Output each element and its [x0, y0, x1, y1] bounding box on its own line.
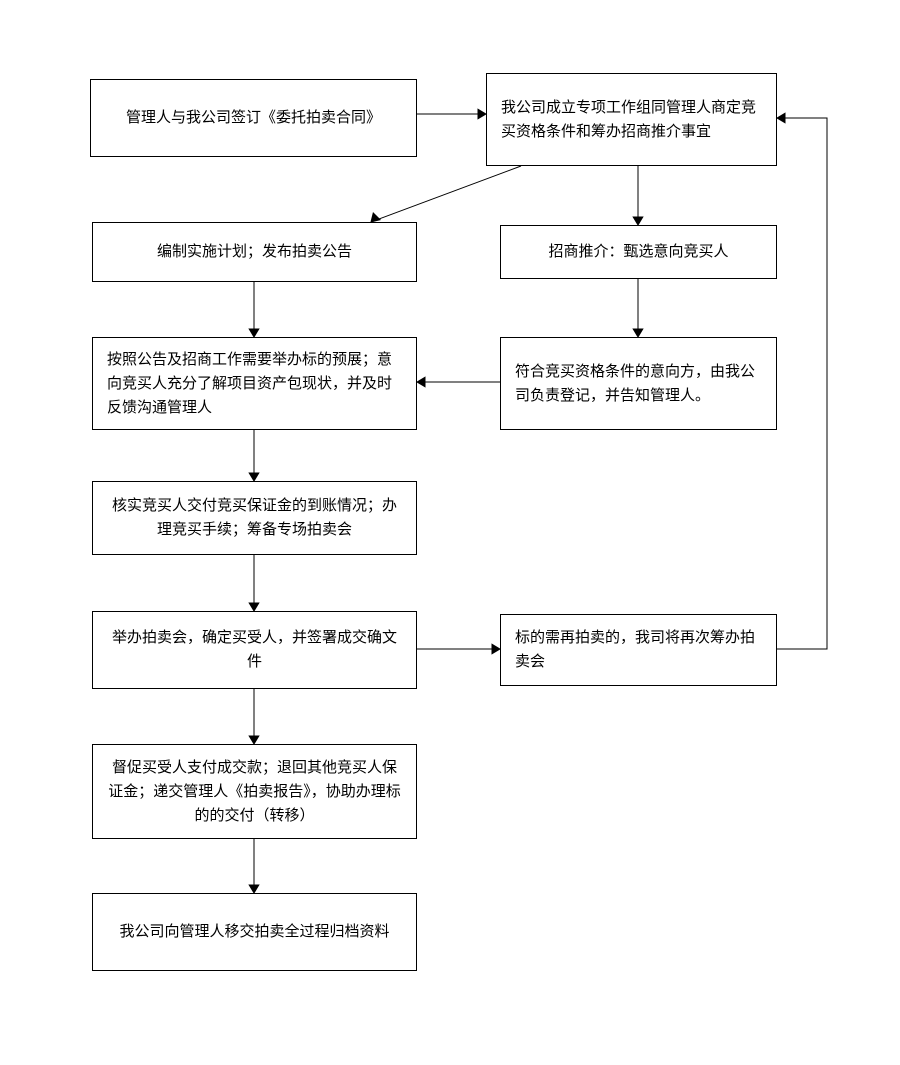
- node-n8: 举办拍卖会，确定买受人，并签署成交确文件: [92, 611, 417, 689]
- node-n5-text: 按照公告及招商工作需要举办标的预展；意向竞买人充分了解项目资产包现状，并及时反馈…: [107, 348, 402, 420]
- node-n1-text: 管理人与我公司签订《委托拍卖合同》: [126, 106, 381, 130]
- node-n11: 我公司向管理人移交拍卖全过程归档资料: [92, 893, 417, 971]
- node-n7: 核实竞买人交付竞买保证金的到账情况；办理竞买手续；筹备专场拍卖会: [92, 481, 417, 555]
- node-n10-text: 督促买受人支付成交款；退回其他竞买人保证金；递交管理人《拍卖报告》，协助办理标的…: [107, 756, 402, 828]
- node-n11-text: 我公司向管理人移交拍卖全过程归档资料: [119, 920, 389, 944]
- node-n7-text: 核实竞买人交付竞买保证金的到账情况；办理竞买手续；筹备专场拍卖会: [107, 494, 402, 542]
- node-n3: 编制实施计划；发布拍卖公告: [92, 222, 417, 282]
- node-n3-text: 编制实施计划；发布拍卖公告: [157, 240, 352, 264]
- node-n9: 标的需再拍卖的，我司将再次筹办拍卖会: [500, 614, 777, 686]
- node-n8-text: 举办拍卖会，确定买受人，并签署成交确文件: [107, 626, 402, 674]
- node-n5: 按照公告及招商工作需要举办标的预展；意向竞买人充分了解项目资产包现状，并及时反馈…: [92, 337, 417, 430]
- node-n2-text: 我公司成立专项工作组同管理人商定竞买资格条件和筹办招商推介事宜: [501, 96, 762, 144]
- node-n4-text: 招商推介：甄选意向竞买人: [548, 240, 728, 264]
- node-n2: 我公司成立专项工作组同管理人商定竞买资格条件和筹办招商推介事宜: [486, 73, 777, 166]
- node-n1: 管理人与我公司签订《委托拍卖合同》: [90, 79, 417, 157]
- node-n9-text: 标的需再拍卖的，我司将再次筹办拍卖会: [515, 626, 762, 674]
- node-n4: 招商推介：甄选意向竞买人: [500, 225, 777, 279]
- node-n6-text: 符合竞买资格条件的意向方，由我公司负责登记，并告知管理人。: [515, 360, 762, 408]
- node-n6: 符合竞买资格条件的意向方，由我公司负责登记，并告知管理人。: [500, 337, 777, 430]
- node-n10: 督促买受人支付成交款；退回其他竞买人保证金；递交管理人《拍卖报告》，协助办理标的…: [92, 744, 417, 839]
